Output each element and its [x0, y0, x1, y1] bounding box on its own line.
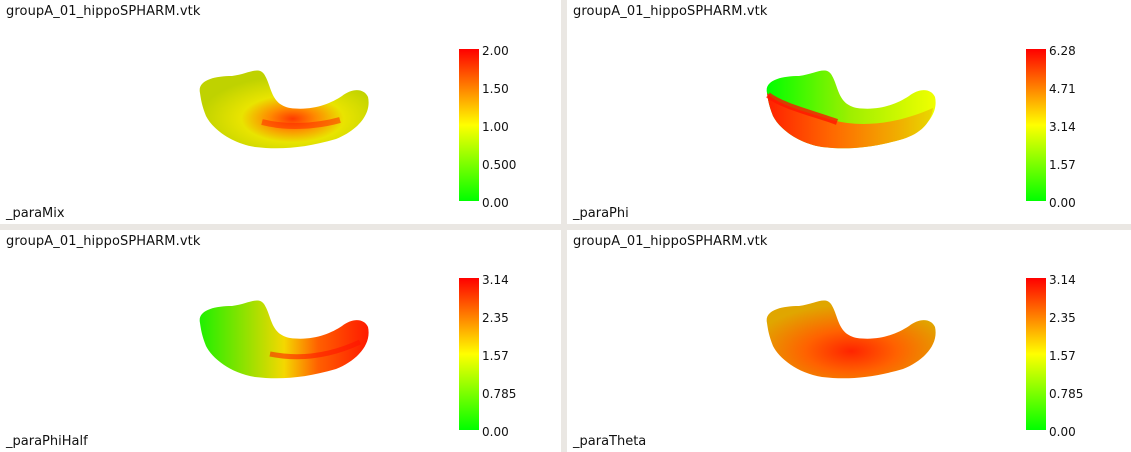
- colorbar-tick: 1.57: [1049, 349, 1076, 363]
- view-title: groupA_01_hippoSPHARM.vtk: [6, 4, 201, 19]
- view-title: groupA_01_hippoSPHARM.vtk: [6, 234, 201, 249]
- colorbar-tick: 1.00: [482, 120, 509, 134]
- colorbar-tick: 3.14: [1049, 273, 1076, 287]
- colorbar-tick: 0.00: [482, 196, 509, 210]
- colorbar: [459, 278, 479, 430]
- colorbar-tick: 0.00: [482, 425, 509, 439]
- render-view-paratheta[interactable]: groupA_01_hippoSPHARM.vtk 3.14 2.35 1.57…: [567, 230, 1131, 452]
- view-title: groupA_01_hippoSPHARM.vtk: [573, 4, 768, 19]
- colorbar: [1026, 49, 1046, 201]
- hippocampus-mesh[interactable]: [567, 0, 1131, 224]
- scalar-field-label: _paraPhi: [573, 206, 629, 221]
- colorbar: [459, 49, 479, 201]
- colorbar-tick: 4.71: [1049, 82, 1076, 96]
- render-view-paraphihalf[interactable]: groupA_01_hippoSPHARM.vtk 3.14 2.35 1.57…: [0, 230, 561, 452]
- colorbar-tick: 2.00: [482, 44, 509, 58]
- scalar-field-label: _paraMix: [6, 206, 65, 221]
- colorbar: [1026, 278, 1046, 430]
- hippocampus-mesh[interactable]: [0, 0, 561, 224]
- view-title: groupA_01_hippoSPHARM.vtk: [573, 234, 768, 249]
- hippocampus-mesh[interactable]: [567, 230, 1131, 452]
- render-view-paramix[interactable]: groupA_01_hippoSPHARM.vtk 2.00 1.50 1.00…: [0, 0, 561, 224]
- colorbar-tick: 1.57: [482, 349, 509, 363]
- colorbar-tick: 1.50: [482, 82, 509, 96]
- colorbar-tick: 3.14: [1049, 120, 1076, 134]
- colorbar-tick: 6.28: [1049, 44, 1076, 58]
- scalar-field-label: _paraPhiHalf: [6, 434, 88, 449]
- colorbar-tick: 0.00: [1049, 425, 1076, 439]
- colorbar-tick: 2.35: [482, 311, 509, 325]
- colorbar-tick: 0.500: [482, 158, 517, 172]
- scalar-field-label: _paraTheta: [573, 434, 647, 449]
- colorbar-tick: 0.785: [1049, 387, 1084, 401]
- render-view-paraphi[interactable]: groupA_01_hippoSPHARM.vtk 6.28: [567, 0, 1131, 224]
- colorbar-tick: 2.35: [1049, 311, 1076, 325]
- hippocampus-mesh[interactable]: [0, 230, 561, 452]
- colorbar-tick: 3.14: [482, 273, 509, 287]
- colorbar-tick: 1.57: [1049, 158, 1076, 172]
- colorbar-tick: 0.00: [1049, 196, 1076, 210]
- colorbar-tick: 0.785: [482, 387, 517, 401]
